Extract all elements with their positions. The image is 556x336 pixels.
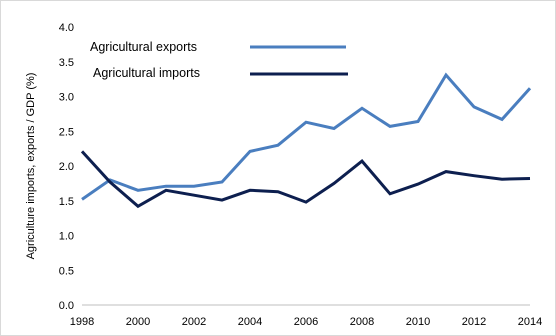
legend-label: Agricultural imports — [93, 66, 200, 80]
legend-label: Agricultural exports — [90, 40, 197, 54]
x-tick-label: 2012 — [462, 316, 486, 328]
x-tick-label: 2014 — [518, 316, 542, 328]
y-tick-label: 2.0 — [59, 161, 74, 173]
y-tick-label: 2.5 — [59, 126, 74, 138]
y-axis-title: Agriculture imports, exports / GDP (%) — [25, 73, 37, 260]
series-line-imports — [80, 150, 531, 209]
x-tick-label: 1998 — [70, 316, 94, 328]
y-tick-label: 0.0 — [59, 300, 74, 312]
y-tick-label: 1.0 — [59, 231, 74, 243]
y-tick-label: 4.0 — [59, 22, 74, 34]
y-tick-label: 3.0 — [59, 92, 74, 104]
y-tick-label: 0.5 — [59, 265, 74, 277]
x-tick-label: 2004 — [238, 316, 262, 328]
y-tick-label: 3.5 — [59, 57, 74, 69]
series-line-exports — [81, 72, 532, 201]
x-tick-label: 2006 — [294, 316, 318, 328]
x-tick-label: 2008 — [350, 316, 374, 328]
y-tick-label: 1.5 — [59, 196, 74, 208]
x-tick-label: 2010 — [406, 316, 430, 328]
x-tick-label: 2002 — [182, 316, 206, 328]
x-tick-labels: 1998 2000 2002 2004 2006 2008 2010 2012 2014 — [70, 316, 542, 328]
series-lines — [80, 72, 532, 209]
legend: Agricultural exports Agricultural imports — [90, 40, 348, 80]
x-tick-label: 2000 — [126, 316, 150, 328]
y-tick-labels: 0.0 0.5 1.0 1.5 2.0 2.5 3.0 3.5 4.0 — [59, 22, 74, 312]
